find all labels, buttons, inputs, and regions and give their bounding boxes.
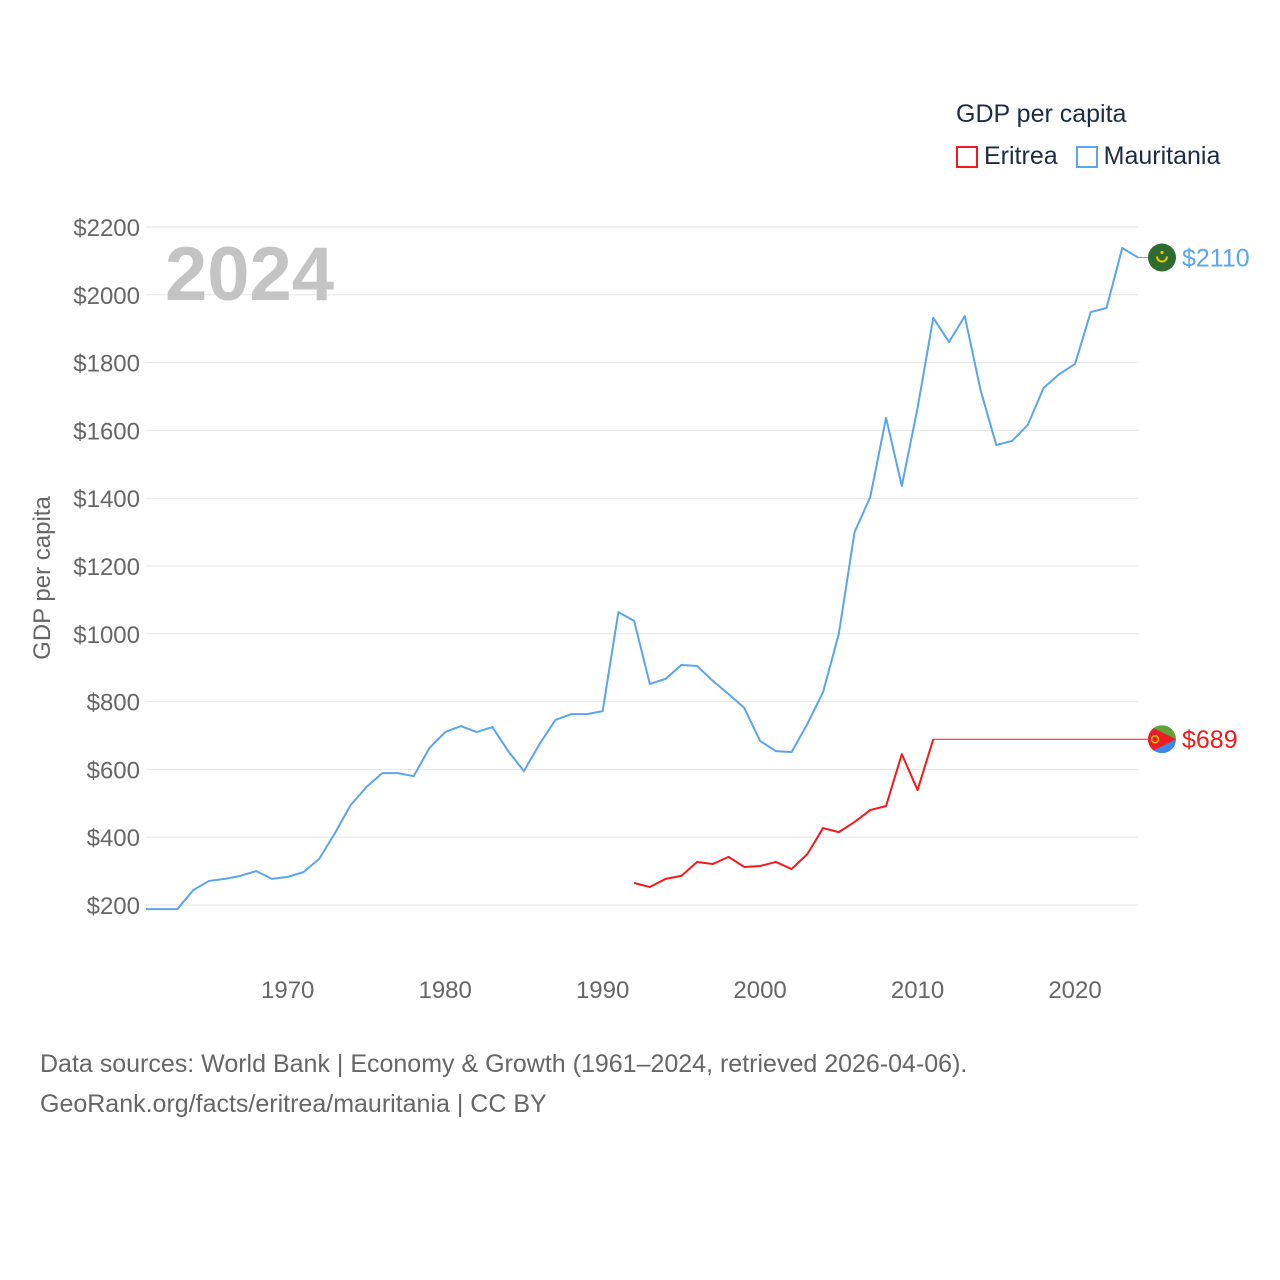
x-tick-label: 2010: [891, 977, 944, 1004]
data-sources: Data sources: World Bank | Economy & Gro…: [40, 1050, 968, 1078]
legend-label: Eritrea: [984, 142, 1058, 170]
attribution-link[interactable]: GeoRank.org/facts/eritrea/mauritania | C…: [40, 1090, 547, 1118]
legend-item-mauritania[interactable]: Mauritania: [1075, 142, 1221, 171]
footer: Data sources: World Bank | Economy & Gro…: [40, 1044, 967, 1124]
y-tick-label: $600: [87, 757, 140, 784]
legend-item-eritrea[interactable]: Eritrea: [956, 142, 1058, 171]
eritrea-flag-icon: [1148, 725, 1176, 754]
x-tick-label: 1990: [576, 977, 629, 1004]
end-labels: $2110 $689: [1148, 243, 1250, 754]
x-tick-label: 2000: [733, 977, 786, 1004]
y-tick-label: $400: [87, 825, 140, 852]
end-label-eritrea: $689: [1182, 726, 1238, 754]
y-tick-label: $2200: [73, 215, 140, 242]
y-tick-label: $2000: [73, 283, 140, 310]
x-axis: 1970 1980 1990 2000 2010 2020: [261, 977, 1102, 1004]
mauritania-flag-icon: [1148, 243, 1176, 272]
x-tick-label: 1980: [418, 977, 471, 1004]
y-axis-label: GDP per capita: [29, 496, 56, 660]
x-tick-label: 2020: [1048, 977, 1101, 1004]
y-axis: $200 $400 $600 $800 $1000 $1200 $1400 $1600 $180…: [73, 215, 140, 920]
series-line-mauritania: [146, 247, 1139, 911]
legend-title: GDP per capita: [956, 100, 1127, 128]
series-line-eritrea: [633, 738, 935, 889]
year-watermark: 2024: [165, 232, 334, 317]
legend: Eritrea Mauritania: [956, 142, 1220, 171]
y-tick-label: $800: [87, 690, 140, 717]
legend-swatch-mauritania: [1075, 145, 1098, 168]
y-tick-label: $1400: [73, 486, 140, 513]
end-label-mauritania: $2110: [1182, 245, 1250, 273]
legend-swatch-eritrea: [956, 145, 978, 168]
y-tick-label: $1000: [73, 622, 140, 649]
y-tick-label: $200: [87, 893, 140, 920]
y-tick-label: $1800: [73, 351, 140, 378]
legend-label: Mauritania: [1103, 142, 1221, 170]
series-lines: [146, 247, 1148, 911]
y-tick-label: $1200: [73, 554, 140, 581]
grid-lines: [146, 226, 1138, 906]
x-tick-label: 1970: [261, 977, 314, 1004]
y-tick-label: $1600: [73, 418, 140, 445]
